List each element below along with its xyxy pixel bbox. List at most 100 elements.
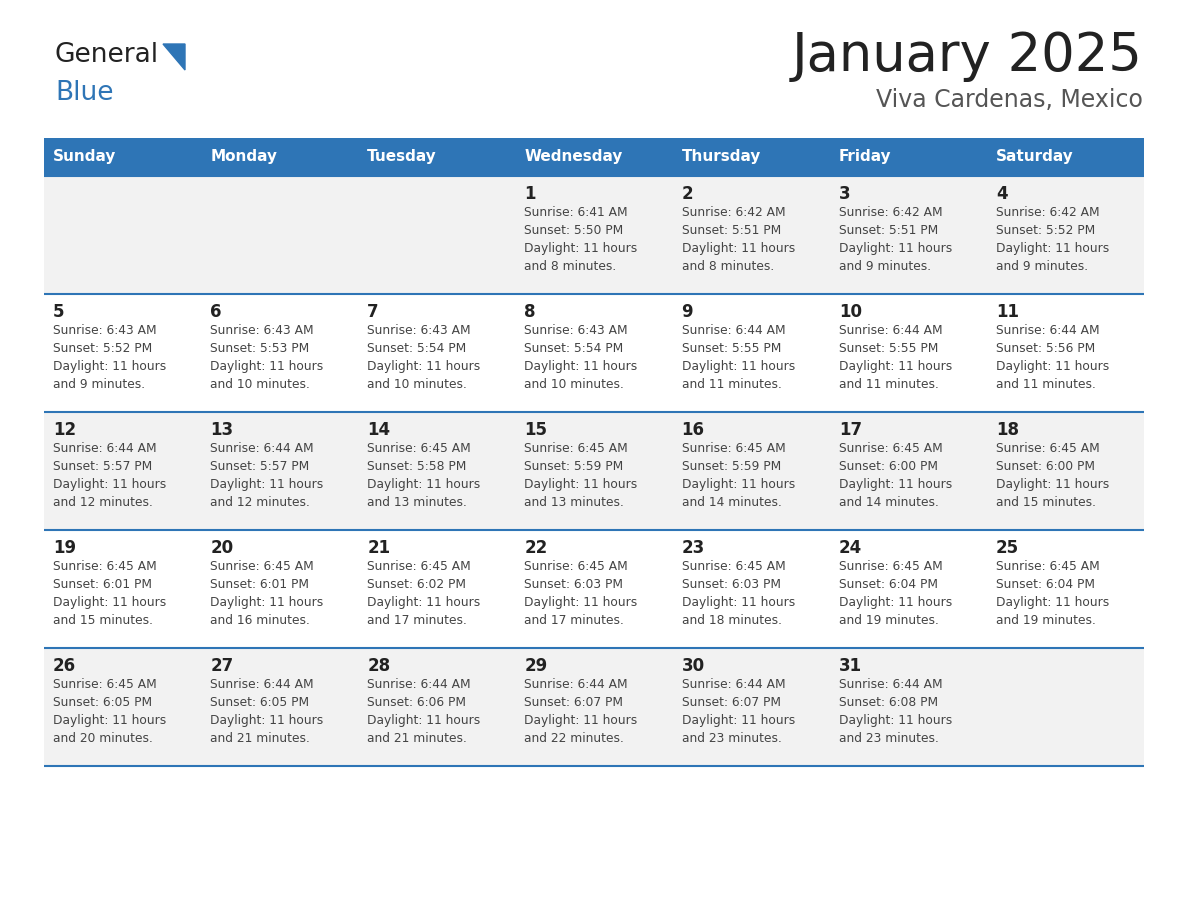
Text: Daylight: 11 hours: Daylight: 11 hours (839, 596, 952, 609)
Text: 25: 25 (996, 539, 1019, 557)
Text: 4: 4 (996, 185, 1007, 203)
FancyBboxPatch shape (516, 138, 672, 176)
Text: Sunrise: 6:44 AM: Sunrise: 6:44 AM (839, 324, 942, 337)
Text: Sunrise: 6:45 AM: Sunrise: 6:45 AM (839, 560, 942, 573)
Text: and 13 minutes.: and 13 minutes. (367, 496, 467, 509)
Text: Sunrise: 6:44 AM: Sunrise: 6:44 AM (53, 442, 157, 455)
FancyBboxPatch shape (359, 648, 516, 766)
Text: Sunset: 6:06 PM: Sunset: 6:06 PM (367, 696, 466, 709)
Text: Sunset: 6:04 PM: Sunset: 6:04 PM (839, 578, 937, 591)
Text: and 9 minutes.: and 9 minutes. (53, 378, 145, 391)
Text: Sunset: 6:03 PM: Sunset: 6:03 PM (524, 578, 624, 591)
Text: Sunset: 5:56 PM: Sunset: 5:56 PM (996, 342, 1095, 355)
Text: 17: 17 (839, 421, 861, 439)
Text: Blue: Blue (55, 80, 114, 106)
Text: Sunset: 5:55 PM: Sunset: 5:55 PM (682, 342, 781, 355)
Text: and 16 minutes.: and 16 minutes. (210, 614, 310, 627)
FancyBboxPatch shape (829, 412, 987, 530)
Text: and 15 minutes.: and 15 minutes. (996, 496, 1095, 509)
Text: and 9 minutes.: and 9 minutes. (839, 260, 931, 273)
Text: and 10 minutes.: and 10 minutes. (367, 378, 467, 391)
Text: Sunset: 6:07 PM: Sunset: 6:07 PM (524, 696, 624, 709)
Text: Sunset: 6:08 PM: Sunset: 6:08 PM (839, 696, 937, 709)
Text: Sunset: 6:03 PM: Sunset: 6:03 PM (682, 578, 781, 591)
Text: Daylight: 11 hours: Daylight: 11 hours (53, 596, 166, 609)
Text: Daylight: 11 hours: Daylight: 11 hours (367, 714, 480, 727)
Text: Sunrise: 6:45 AM: Sunrise: 6:45 AM (996, 442, 1100, 455)
FancyBboxPatch shape (829, 138, 987, 176)
Text: 12: 12 (53, 421, 76, 439)
Text: Sunset: 6:01 PM: Sunset: 6:01 PM (210, 578, 309, 591)
FancyBboxPatch shape (359, 138, 516, 176)
Text: Sunset: 5:54 PM: Sunset: 5:54 PM (367, 342, 467, 355)
FancyBboxPatch shape (201, 138, 359, 176)
Text: Sunset: 5:51 PM: Sunset: 5:51 PM (839, 224, 939, 237)
Text: Sunrise: 6:43 AM: Sunrise: 6:43 AM (210, 324, 314, 337)
Text: Sunrise: 6:43 AM: Sunrise: 6:43 AM (367, 324, 470, 337)
FancyBboxPatch shape (359, 176, 516, 294)
Text: 19: 19 (53, 539, 76, 557)
FancyBboxPatch shape (201, 530, 359, 648)
Text: Daylight: 11 hours: Daylight: 11 hours (682, 478, 795, 491)
FancyBboxPatch shape (44, 648, 201, 766)
Text: Sunset: 5:52 PM: Sunset: 5:52 PM (996, 224, 1095, 237)
Text: Sunset: 6:04 PM: Sunset: 6:04 PM (996, 578, 1095, 591)
Text: Sunrise: 6:45 AM: Sunrise: 6:45 AM (682, 442, 785, 455)
Text: Sunset: 6:01 PM: Sunset: 6:01 PM (53, 578, 152, 591)
Text: Daylight: 11 hours: Daylight: 11 hours (996, 360, 1110, 373)
Text: 31: 31 (839, 657, 861, 675)
Text: and 11 minutes.: and 11 minutes. (839, 378, 939, 391)
FancyBboxPatch shape (987, 294, 1144, 412)
Text: and 17 minutes.: and 17 minutes. (367, 614, 467, 627)
Text: Daylight: 11 hours: Daylight: 11 hours (53, 714, 166, 727)
Text: 26: 26 (53, 657, 76, 675)
Text: 20: 20 (210, 539, 233, 557)
Text: Daylight: 11 hours: Daylight: 11 hours (839, 242, 952, 255)
Text: 23: 23 (682, 539, 704, 557)
Text: Daylight: 11 hours: Daylight: 11 hours (682, 360, 795, 373)
Text: Sunrise: 6:45 AM: Sunrise: 6:45 AM (53, 560, 157, 573)
Text: 14: 14 (367, 421, 391, 439)
Text: Sunset: 6:00 PM: Sunset: 6:00 PM (839, 460, 937, 473)
Text: and 20 minutes.: and 20 minutes. (53, 732, 153, 745)
FancyBboxPatch shape (359, 530, 516, 648)
Text: Sunrise: 6:44 AM: Sunrise: 6:44 AM (682, 678, 785, 691)
Text: Daylight: 11 hours: Daylight: 11 hours (53, 478, 166, 491)
Text: Daylight: 11 hours: Daylight: 11 hours (524, 242, 638, 255)
Text: and 19 minutes.: and 19 minutes. (839, 614, 939, 627)
FancyBboxPatch shape (672, 294, 829, 412)
Text: and 23 minutes.: and 23 minutes. (839, 732, 939, 745)
Text: Sunset: 5:51 PM: Sunset: 5:51 PM (682, 224, 781, 237)
Text: 13: 13 (210, 421, 233, 439)
Text: Viva Cardenas, Mexico: Viva Cardenas, Mexico (876, 88, 1143, 112)
Text: Sunset: 5:57 PM: Sunset: 5:57 PM (210, 460, 309, 473)
FancyBboxPatch shape (987, 648, 1144, 766)
Text: Sunset: 6:00 PM: Sunset: 6:00 PM (996, 460, 1095, 473)
FancyBboxPatch shape (516, 530, 672, 648)
Text: Sunrise: 6:45 AM: Sunrise: 6:45 AM (996, 560, 1100, 573)
Text: Daylight: 11 hours: Daylight: 11 hours (839, 360, 952, 373)
Text: Sunrise: 6:42 AM: Sunrise: 6:42 AM (839, 206, 942, 219)
Text: Sunrise: 6:45 AM: Sunrise: 6:45 AM (367, 442, 470, 455)
FancyBboxPatch shape (44, 138, 201, 176)
Text: 1: 1 (524, 185, 536, 203)
Text: Daylight: 11 hours: Daylight: 11 hours (682, 596, 795, 609)
Text: 10: 10 (839, 303, 861, 321)
FancyBboxPatch shape (44, 294, 201, 412)
FancyBboxPatch shape (829, 530, 987, 648)
Text: Daylight: 11 hours: Daylight: 11 hours (210, 478, 323, 491)
Text: Daylight: 11 hours: Daylight: 11 hours (53, 360, 166, 373)
Text: Sunset: 6:07 PM: Sunset: 6:07 PM (682, 696, 781, 709)
FancyBboxPatch shape (516, 412, 672, 530)
Text: Sunrise: 6:44 AM: Sunrise: 6:44 AM (996, 324, 1099, 337)
Text: Sunrise: 6:41 AM: Sunrise: 6:41 AM (524, 206, 628, 219)
Text: and 19 minutes.: and 19 minutes. (996, 614, 1095, 627)
Text: 6: 6 (210, 303, 222, 321)
Text: Sunrise: 6:43 AM: Sunrise: 6:43 AM (53, 324, 157, 337)
Text: Sunset: 6:05 PM: Sunset: 6:05 PM (53, 696, 152, 709)
FancyBboxPatch shape (516, 176, 672, 294)
Text: Daylight: 11 hours: Daylight: 11 hours (524, 360, 638, 373)
Text: and 10 minutes.: and 10 minutes. (210, 378, 310, 391)
FancyBboxPatch shape (201, 412, 359, 530)
Text: Sunrise: 6:43 AM: Sunrise: 6:43 AM (524, 324, 628, 337)
